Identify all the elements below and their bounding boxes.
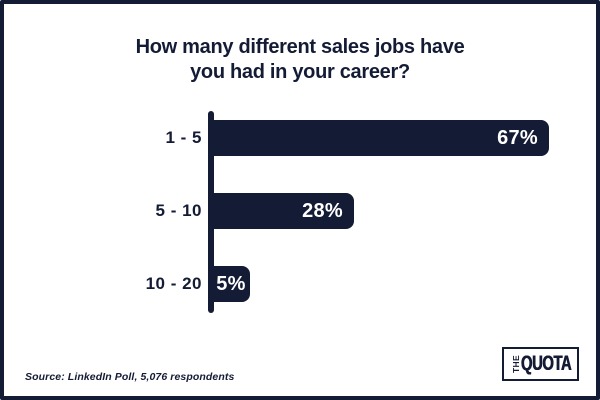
bar-value-label: 28% <box>302 199 343 222</box>
chart-row-10-20: 10 - 20 5% <box>4 266 596 302</box>
category-label: 5 - 10 <box>155 201 202 220</box>
logo-the-vertical: THE <box>510 351 521 377</box>
bar-1-5: 67% <box>214 120 549 156</box>
chart-title-line-1: How many different sales jobs have <box>135 36 465 58</box>
chart-row-5-10: 5 - 10 28% <box>4 193 596 229</box>
chart-row-1-5: 1 - 5 67% <box>4 120 596 156</box>
logo-quota: QUOTA <box>521 353 575 375</box>
bar-value-label: 67% <box>497 126 538 149</box>
logo-quota-text: QUOTA <box>521 352 572 375</box>
category-label: 1 - 5 <box>165 128 202 147</box>
source-note: Source: LinkedIn Poll, 5,076 respondents <box>25 371 235 383</box>
y-axis-line <box>208 111 214 313</box>
chart-title: How many different sales jobs have you h… <box>4 35 596 85</box>
bar-rows: 1 - 5 67% 5 - 10 28% 10 - 20 5% <box>4 111 596 313</box>
bar-10-20: 5% <box>214 266 250 302</box>
bar-5-10: 28% <box>214 193 354 229</box>
logo-the-text: THE <box>510 355 521 373</box>
the-quota-logo: THE QUOTA <box>502 347 579 381</box>
chart-title-line-2: you had in your career? <box>190 61 410 83</box>
bar-chart: 1 - 5 67% 5 - 10 28% 10 - 20 5% <box>4 111 596 313</box>
category-label: 10 - 20 <box>145 274 202 293</box>
bar-value-label: 5% <box>216 272 246 295</box>
